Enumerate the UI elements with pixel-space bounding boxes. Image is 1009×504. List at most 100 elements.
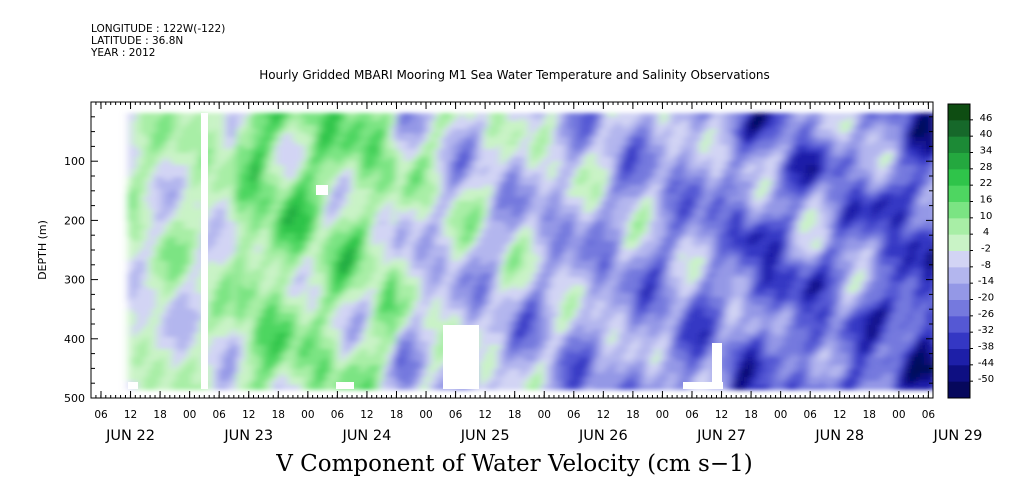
field-cell bbox=[240, 329, 245, 334]
field-cell bbox=[180, 281, 185, 286]
field-cell bbox=[176, 233, 181, 238]
field-cell bbox=[156, 341, 161, 346]
field-cell bbox=[260, 237, 265, 242]
field-cell bbox=[344, 205, 349, 210]
field-cell bbox=[284, 337, 289, 342]
field-cell bbox=[268, 245, 273, 250]
field-cell bbox=[304, 305, 309, 310]
field-cell bbox=[272, 301, 277, 306]
field-cell bbox=[184, 281, 189, 286]
field-cell bbox=[356, 141, 361, 146]
field-cell bbox=[248, 325, 253, 330]
field-cell bbox=[136, 249, 141, 254]
field-cell bbox=[360, 253, 365, 258]
field-cell bbox=[144, 249, 149, 254]
field-cell bbox=[320, 201, 325, 206]
field-cell bbox=[240, 353, 245, 358]
field-cell bbox=[164, 169, 169, 174]
field-cell bbox=[188, 273, 193, 278]
field-cell bbox=[128, 365, 133, 370]
field-cell bbox=[368, 241, 373, 246]
field-cell bbox=[260, 305, 265, 310]
field-cell bbox=[300, 157, 305, 162]
field-cell bbox=[308, 309, 313, 314]
field-cell bbox=[272, 161, 277, 166]
field-cell bbox=[280, 145, 285, 150]
field-cell bbox=[176, 253, 181, 258]
field-cell bbox=[232, 293, 237, 298]
field-cell bbox=[232, 301, 237, 306]
field-cell bbox=[316, 217, 321, 222]
field-cell bbox=[160, 121, 165, 126]
field-cell bbox=[264, 213, 269, 218]
field-cell bbox=[172, 381, 177, 386]
field-cell bbox=[320, 137, 325, 142]
field-cell bbox=[292, 261, 297, 266]
field-cell bbox=[372, 237, 377, 242]
field-cell bbox=[144, 273, 149, 278]
field-cell bbox=[188, 305, 193, 310]
field-cell bbox=[176, 213, 181, 218]
field-cell bbox=[212, 249, 217, 254]
field-cell bbox=[308, 345, 313, 350]
field-cell bbox=[260, 381, 265, 386]
field-cell bbox=[188, 189, 193, 194]
field-cell bbox=[232, 177, 237, 182]
field-cell bbox=[212, 273, 217, 278]
field-cell bbox=[148, 369, 153, 374]
field-cell bbox=[232, 325, 237, 330]
field-cell bbox=[248, 121, 253, 126]
field-cell bbox=[296, 129, 301, 134]
field-cell bbox=[160, 133, 165, 138]
field-cell bbox=[140, 265, 145, 270]
field-cell bbox=[368, 357, 373, 362]
field-cell bbox=[180, 229, 185, 234]
field-cell bbox=[152, 237, 157, 242]
field-cell bbox=[168, 377, 173, 382]
field-cell bbox=[208, 361, 213, 366]
field-cell bbox=[180, 369, 185, 374]
field-cell bbox=[128, 369, 133, 374]
field-cell bbox=[296, 265, 301, 270]
field-cell bbox=[360, 289, 365, 294]
field-cell bbox=[132, 377, 137, 382]
field-cell bbox=[208, 165, 213, 170]
field-cell bbox=[256, 189, 261, 194]
field-cell bbox=[152, 253, 157, 258]
field-cell bbox=[348, 225, 353, 230]
field-cell bbox=[344, 169, 349, 174]
field-cell bbox=[248, 257, 253, 262]
field-cell bbox=[192, 321, 197, 326]
field-cell bbox=[284, 261, 289, 266]
field-cell bbox=[372, 337, 377, 342]
field-cell bbox=[208, 201, 213, 206]
field-cell bbox=[216, 381, 221, 386]
field-cell bbox=[376, 313, 381, 318]
field-cell bbox=[132, 113, 137, 118]
field-cell bbox=[276, 317, 281, 322]
field-cell bbox=[128, 245, 133, 250]
field-cell bbox=[152, 273, 157, 278]
field-cell bbox=[312, 289, 317, 294]
field-cell bbox=[364, 321, 369, 326]
field-cell bbox=[168, 325, 173, 330]
field-cell bbox=[372, 333, 377, 338]
field-cell bbox=[320, 249, 325, 254]
field-cell bbox=[296, 273, 301, 278]
field-cell bbox=[292, 253, 297, 258]
field-cell bbox=[292, 161, 297, 166]
field-cell bbox=[292, 353, 297, 358]
field-cell bbox=[264, 285, 269, 290]
field-cell bbox=[280, 357, 285, 362]
field-cell bbox=[132, 261, 137, 266]
field-cell bbox=[360, 149, 365, 154]
field-cell bbox=[360, 353, 365, 358]
field-cell bbox=[276, 117, 281, 122]
field-cell bbox=[196, 285, 201, 290]
field-cell bbox=[284, 149, 289, 154]
field-cell bbox=[276, 221, 281, 226]
field-cell bbox=[244, 313, 249, 318]
field-cell bbox=[128, 357, 133, 362]
field-cell bbox=[176, 357, 181, 362]
field-cell bbox=[160, 369, 165, 374]
